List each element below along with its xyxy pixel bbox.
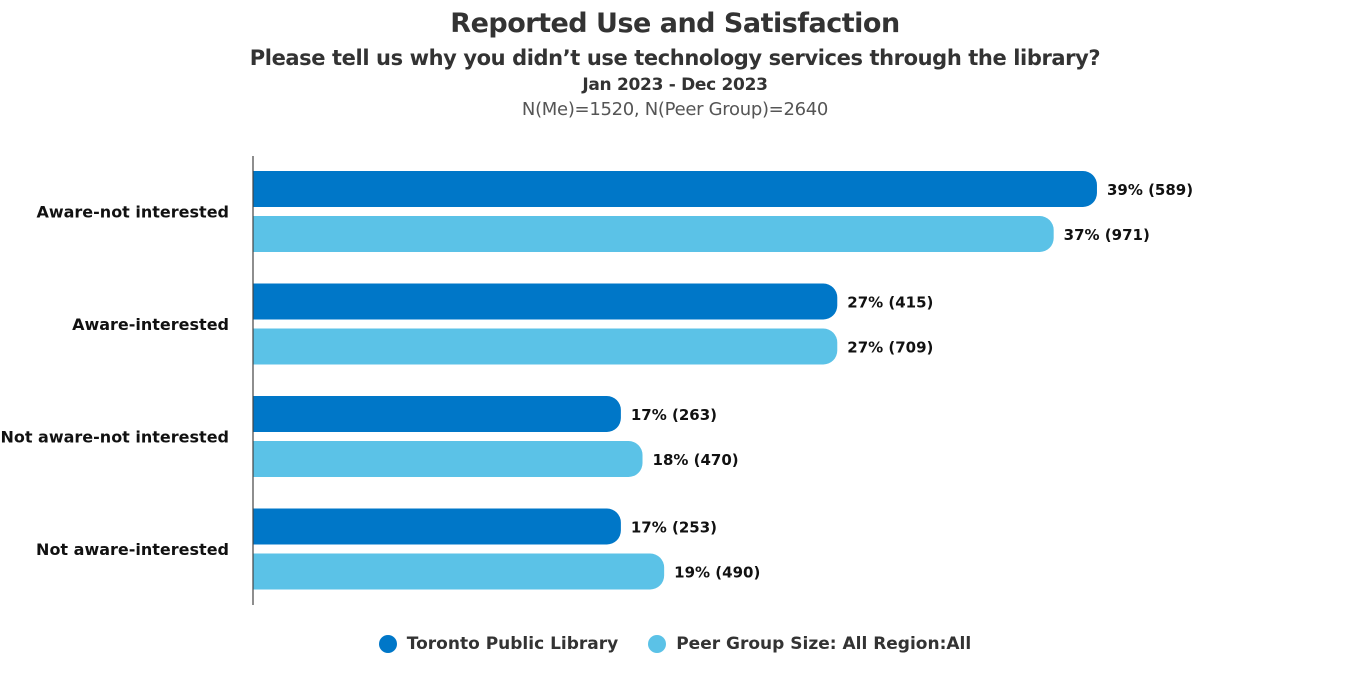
data-label: 19% (490) xyxy=(674,564,760,582)
category-label: Not aware-not interested xyxy=(0,428,229,447)
legend-item-series-0[interactable]: Toronto Public Library xyxy=(378,634,619,654)
data-label: 39% (589) xyxy=(1107,181,1193,199)
bar-series-0[interactable] xyxy=(253,396,621,432)
category-label: Aware-not interested xyxy=(36,203,229,222)
chart-title: Reported Use and Satisfaction xyxy=(450,8,900,39)
legend: Toronto Public Library Peer Group Size: … xyxy=(0,634,1350,654)
chart-subtitle: Please tell us why you didn’t use techno… xyxy=(249,46,1101,70)
sample-sizes: N(Me)=1520, N(Peer Group)=2640 xyxy=(521,99,829,120)
legend-label-series-0: Toronto Public Library xyxy=(406,634,619,654)
data-label: 27% (415) xyxy=(847,294,933,312)
bar-series-0[interactable] xyxy=(253,283,838,320)
data-label: 17% (253) xyxy=(631,519,717,537)
bar-series-1[interactable] xyxy=(253,553,665,590)
data-label: 18% (470) xyxy=(653,451,739,469)
data-label: 27% (709) xyxy=(847,339,933,357)
bar-series-1[interactable] xyxy=(253,328,838,365)
chart-period: Jan 2023 - Dec 2023 xyxy=(582,75,768,95)
data-label: 17% (263) xyxy=(631,406,717,424)
legend-marker-series-0 xyxy=(378,635,397,653)
legend-item-series-1[interactable]: Peer Group Size: All Region:All xyxy=(648,634,971,654)
bar-series-1[interactable] xyxy=(253,441,643,477)
legend-label-series-1: Peer Group Size: All Region:All xyxy=(676,634,972,654)
bar-series-1[interactable] xyxy=(253,216,1054,252)
data-label: 37% (971) xyxy=(1064,226,1150,244)
category-label: Not aware-interested xyxy=(36,540,229,559)
bar-series-0[interactable] xyxy=(253,508,621,545)
category-label: Aware-interested xyxy=(72,315,229,334)
legend-marker-series-1 xyxy=(648,635,667,653)
bar-series-0[interactable] xyxy=(253,171,1097,207)
